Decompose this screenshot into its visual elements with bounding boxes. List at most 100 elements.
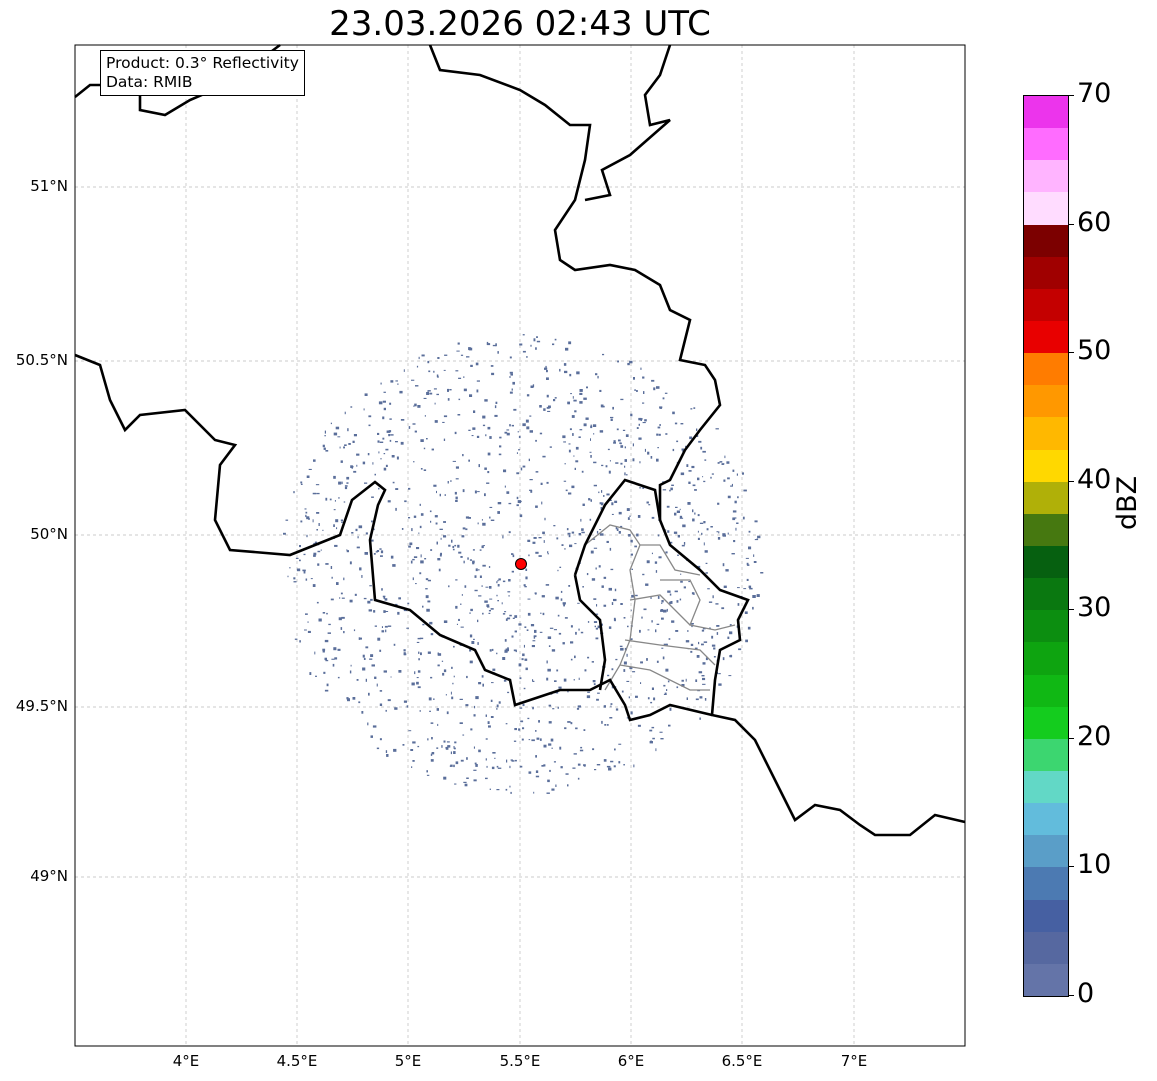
echo-pixel xyxy=(531,739,535,742)
echo-pixel xyxy=(385,464,388,467)
echo-pixel xyxy=(679,598,682,601)
echo-pixel xyxy=(300,520,303,523)
echo-pixel xyxy=(384,625,388,628)
echo-pixel xyxy=(338,497,340,499)
echo-pixel xyxy=(506,759,508,763)
echo-pixel xyxy=(646,658,648,661)
echo-pixel xyxy=(505,788,508,791)
echo-pixel xyxy=(427,391,429,393)
echo-pixel xyxy=(489,516,491,519)
echo-pixel xyxy=(557,706,559,709)
colorbar-tick xyxy=(1068,866,1074,868)
echo-pixel xyxy=(538,555,542,557)
lat-tick-label: 49.5°N xyxy=(15,697,68,715)
echo-pixel xyxy=(394,707,398,710)
echo-pixel xyxy=(340,460,343,463)
echo-pixel xyxy=(420,468,423,470)
echo-pixel xyxy=(453,746,455,749)
echo-pixel xyxy=(692,484,696,487)
echo-pixel xyxy=(578,533,581,536)
echo-pixel xyxy=(522,423,526,427)
echo-pixel xyxy=(656,386,660,389)
echo-pixel xyxy=(568,449,571,453)
echo-pixel xyxy=(571,531,575,534)
echo-pixel xyxy=(333,524,335,527)
echo-pixel xyxy=(542,612,545,616)
echo-pixel xyxy=(528,458,530,462)
colorbar-bin xyxy=(1024,481,1068,514)
echo-pixel xyxy=(567,784,569,787)
echo-pixel xyxy=(484,600,488,603)
echo-pixel xyxy=(586,386,588,389)
echo-pixel xyxy=(368,415,372,418)
echo-pixel xyxy=(490,716,494,718)
echo-pixel xyxy=(659,424,661,426)
echo-pixel xyxy=(433,484,437,487)
echo-pixel xyxy=(460,759,464,762)
echo-pixel xyxy=(691,592,695,595)
echo-pixel xyxy=(508,531,511,534)
echo-pixel xyxy=(688,470,692,472)
echo-pixel xyxy=(605,465,608,468)
echo-pixel xyxy=(553,525,556,527)
echo-pixel xyxy=(484,399,488,402)
echo-pixel xyxy=(754,520,758,523)
echo-pixel xyxy=(734,500,737,504)
echo-pixel xyxy=(676,686,679,689)
echo-pixel xyxy=(478,569,480,571)
echo-pixel xyxy=(487,426,491,430)
echo-pixel xyxy=(642,376,645,379)
echo-pixel xyxy=(703,480,706,483)
echo-pixel xyxy=(504,611,507,613)
echo-pixel xyxy=(469,649,472,652)
echo-pixel xyxy=(448,544,451,547)
echo-pixel xyxy=(477,491,480,493)
echo-pixel xyxy=(614,748,616,751)
echo-pixel xyxy=(464,783,468,787)
echo-pixel xyxy=(511,570,514,573)
echo-pixel xyxy=(416,681,419,685)
gridlines xyxy=(75,45,965,1046)
echo-pixel xyxy=(494,757,496,759)
echo-pixel xyxy=(350,465,353,468)
echo-pixel xyxy=(590,438,591,441)
echo-pixel xyxy=(521,738,524,741)
echo-pixel xyxy=(450,480,452,482)
colorbar-bin xyxy=(1024,546,1068,579)
echo-pixel xyxy=(721,607,725,610)
colorbar-bin xyxy=(1024,963,1068,996)
echo-pixel xyxy=(377,432,380,435)
echo-pixel xyxy=(609,499,612,501)
echo-pixel xyxy=(527,598,531,600)
echo-pixel xyxy=(300,481,303,484)
echo-pixel xyxy=(444,354,448,356)
echo-pixel xyxy=(464,585,467,588)
echo-pixel xyxy=(337,676,340,679)
echo-pixel xyxy=(424,415,426,417)
echo-pixel xyxy=(312,584,316,587)
echo-pixel xyxy=(528,554,530,557)
echo-pixel xyxy=(285,519,289,521)
echo-pixel xyxy=(330,598,334,601)
echo-pixel xyxy=(426,774,430,776)
echo-pixel xyxy=(727,532,729,535)
echo-pixel xyxy=(424,558,427,560)
echo-pixel xyxy=(532,640,536,642)
colorbar-bin xyxy=(1024,513,1068,547)
echo-pixel xyxy=(511,388,513,391)
echo-pixel xyxy=(473,638,475,640)
echo-pixel xyxy=(629,515,631,517)
echo-pixel xyxy=(558,686,562,689)
echo-pixel xyxy=(643,391,645,394)
echo-pixel xyxy=(489,436,492,439)
echo-pixel xyxy=(295,557,299,559)
echo-pixel xyxy=(443,438,446,441)
echo-pixel xyxy=(632,458,635,462)
echo-pixel xyxy=(591,538,596,540)
echo-pixel xyxy=(592,680,596,683)
echo-pixel xyxy=(710,476,712,479)
echo-pixel xyxy=(722,563,725,567)
lat-tick-label: 50.5°N xyxy=(15,351,68,369)
echo-pixel xyxy=(422,623,425,626)
echo-pixel xyxy=(472,560,475,564)
